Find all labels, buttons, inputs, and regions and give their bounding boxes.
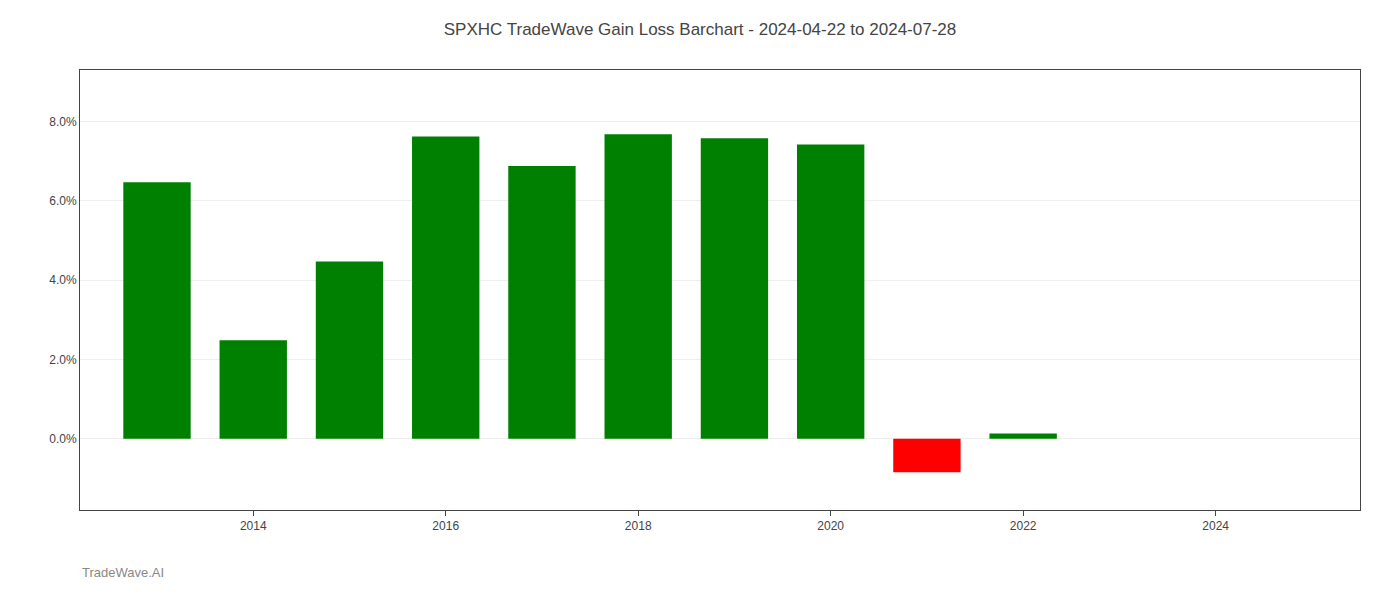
svg-text:6.0%: 6.0% [49,194,77,208]
svg-text:0.0%: 0.0% [49,432,77,446]
svg-text:2014: 2014 [240,519,267,533]
svg-text:SPXHC TradeWave Gain Loss Barc: SPXHC TradeWave Gain Loss Barchart - 202… [444,20,956,39]
svg-text:2020: 2020 [817,519,844,533]
svg-text:TradeWave.AI: TradeWave.AI [82,565,164,580]
svg-text:2016: 2016 [432,519,459,533]
svg-text:2022: 2022 [1010,519,1037,533]
svg-text:8.0%: 8.0% [49,115,77,129]
svg-text:2018: 2018 [625,519,652,533]
svg-text:2.0%: 2.0% [49,353,77,367]
svg-text:2024: 2024 [1202,519,1229,533]
svg-text:4.0%: 4.0% [49,273,77,287]
